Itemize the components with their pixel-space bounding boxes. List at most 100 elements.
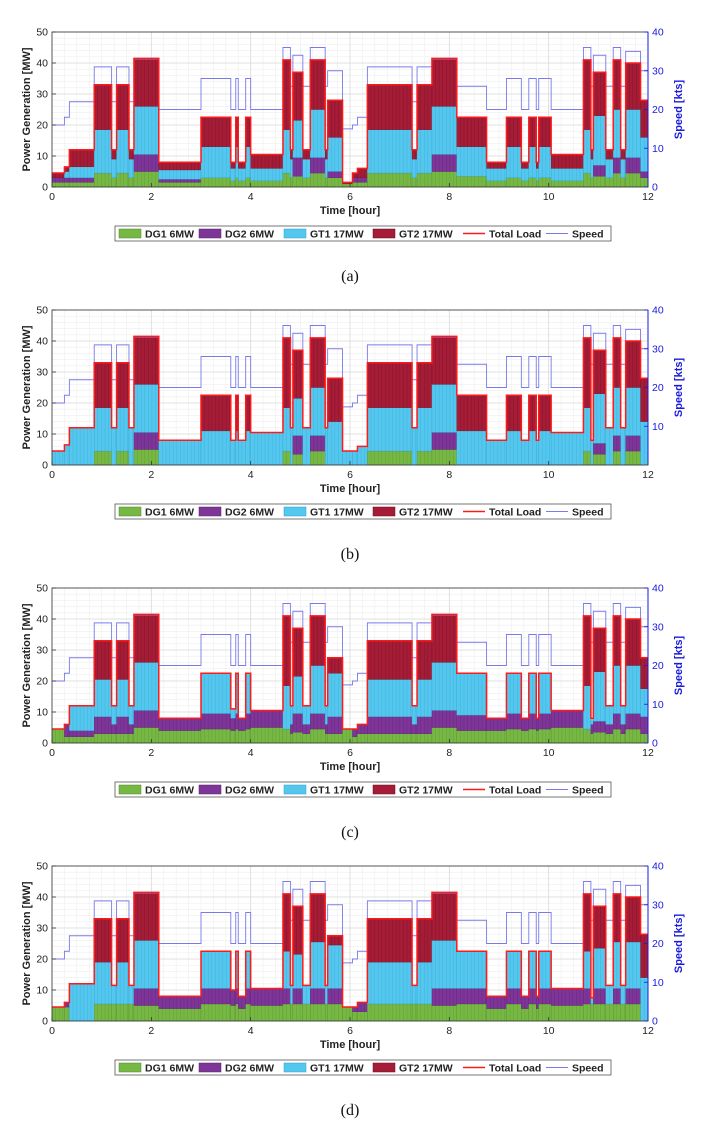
- bar-dg1: [342, 728, 353, 744]
- y-tick-label: 20: [36, 676, 48, 688]
- bar-dg1: [367, 733, 413, 744]
- bar-gt2: [620, 149, 626, 160]
- bar-gt1: [111, 705, 117, 725]
- y-axis-label: Power Generation [MW]: [21, 881, 33, 1005]
- bar-gt2: [625, 896, 641, 943]
- bar-gt1: [538, 951, 552, 989]
- legend-label: GT1 17MW: [310, 785, 364, 797]
- bar-dg2: [620, 724, 626, 734]
- bar-dg1: [367, 450, 413, 466]
- bar-dg2: [411, 724, 418, 734]
- y-tick-label: 20: [36, 954, 48, 966]
- bar-dg2: [357, 1002, 368, 1012]
- bar-gt1: [327, 421, 343, 466]
- bar-gt1: [536, 168, 539, 181]
- y-tick-label: 0: [42, 460, 48, 472]
- bar-gt2: [593, 906, 606, 949]
- legend: DG1 6MW DG2 6MW GT1 17MW GT2 17MW Total Load…: [114, 1059, 612, 1076]
- bar-dg1: [486, 1008, 507, 1022]
- bar-dg1: [235, 728, 239, 744]
- bar-dg2: [292, 157, 303, 177]
- bar-gt1: [111, 427, 117, 466]
- bar-gt1: [94, 961, 112, 1005]
- bar-gt2: [94, 640, 112, 680]
- bar-dg2: [506, 988, 522, 1005]
- bar-dg1: [593, 731, 606, 744]
- bar-gt1: [128, 427, 135, 466]
- bar-gt1: [128, 985, 135, 1005]
- legend-swatch-dg1: [118, 784, 142, 795]
- bar-dg1: [411, 177, 418, 188]
- bar-dg2: [327, 171, 343, 178]
- bar-gt2: [133, 614, 159, 663]
- bar-gt2: [431, 614, 457, 663]
- y-tick-label: 0: [42, 738, 48, 750]
- chart-panel-c: 0 10 20 30 40 50 0 10 20 30 40 0 2 4 6 8 10 12 Time [hour]…: [21, 583, 685, 842]
- bar-dg1: [625, 172, 641, 188]
- bar-dg2: [357, 177, 368, 183]
- y-tick-label: 40: [36, 892, 48, 904]
- bar-dg2: [94, 716, 112, 734]
- bar-gt1: [310, 665, 326, 714]
- y-tick-label: 10: [36, 429, 48, 441]
- bar-gt2: [310, 893, 326, 943]
- bar-gt1: [416, 129, 433, 174]
- bar-gt2: [593, 72, 606, 116]
- y2-tick-label: 0: [652, 182, 658, 194]
- y2-tick-label: 20: [652, 660, 664, 672]
- y2-axis-label: Speed [kts]: [673, 914, 685, 974]
- bar-gt1: [431, 662, 457, 711]
- bar-dg2: [292, 713, 303, 733]
- bar-gt1: [550, 168, 584, 181]
- legend-label: DG1 6MW: [145, 785, 194, 797]
- bar-dg2: [128, 724, 135, 734]
- y-axis-label: Power Generation [MW]: [21, 47, 33, 171]
- bar-dg1: [111, 733, 117, 744]
- bar-dg2: [625, 435, 641, 452]
- y-tick-label: 20: [36, 120, 48, 132]
- bar-dg1: [416, 1003, 433, 1022]
- bar-dg1: [327, 733, 343, 744]
- bar-gt1: [416, 961, 433, 1005]
- bar-dg1: [506, 1003, 522, 1022]
- bar-gt2: [431, 892, 457, 941]
- bar-gt1: [538, 430, 552, 466]
- bar-dg1: [128, 1003, 135, 1022]
- y-axis-label: Power Generation [MW]: [21, 325, 33, 449]
- bar-dg1: [590, 733, 594, 744]
- y-tick-label: 30: [36, 89, 48, 101]
- bar-gt2: [367, 362, 413, 408]
- legend-swatch-gt2: [372, 228, 396, 239]
- bar-dg1: [250, 180, 284, 188]
- y2-tick-label: 10: [652, 699, 664, 711]
- bar-dg1: [94, 450, 112, 466]
- bar-gt2: [292, 72, 303, 121]
- bar-gt1: [431, 106, 457, 155]
- bar-gt2: [367, 918, 413, 963]
- bar-dg1: [116, 1003, 130, 1022]
- bar-dg2: [111, 724, 117, 734]
- bar-gt2: [310, 337, 326, 388]
- bar-gt1: [506, 673, 522, 714]
- bar-gt1: [116, 129, 130, 174]
- bar-dg1: [111, 1003, 117, 1022]
- bar-dg1: [292, 175, 303, 188]
- bar-dg1: [411, 1003, 418, 1022]
- legend-label: GT2 17MW: [399, 507, 453, 519]
- x-tick-label: 0: [49, 1025, 55, 1037]
- bar-gt1: [411, 427, 418, 466]
- y-tick-label: 10: [36, 151, 48, 163]
- y2-tick-label: 40: [652, 305, 664, 317]
- legend-label: GT2 17MW: [399, 229, 453, 241]
- x-tick-label: 12: [642, 469, 654, 481]
- bar-dg2: [64, 177, 70, 183]
- bar-gt1: [250, 432, 284, 466]
- y2-tick-label: 40: [652, 27, 664, 39]
- bar-gt2: [94, 918, 112, 963]
- bar-dg2: [51, 177, 65, 183]
- bar-dg1: [620, 1003, 626, 1022]
- bar-dg2: [416, 716, 433, 734]
- bar-gt2: [327, 935, 343, 946]
- bar-dg1: [290, 177, 294, 188]
